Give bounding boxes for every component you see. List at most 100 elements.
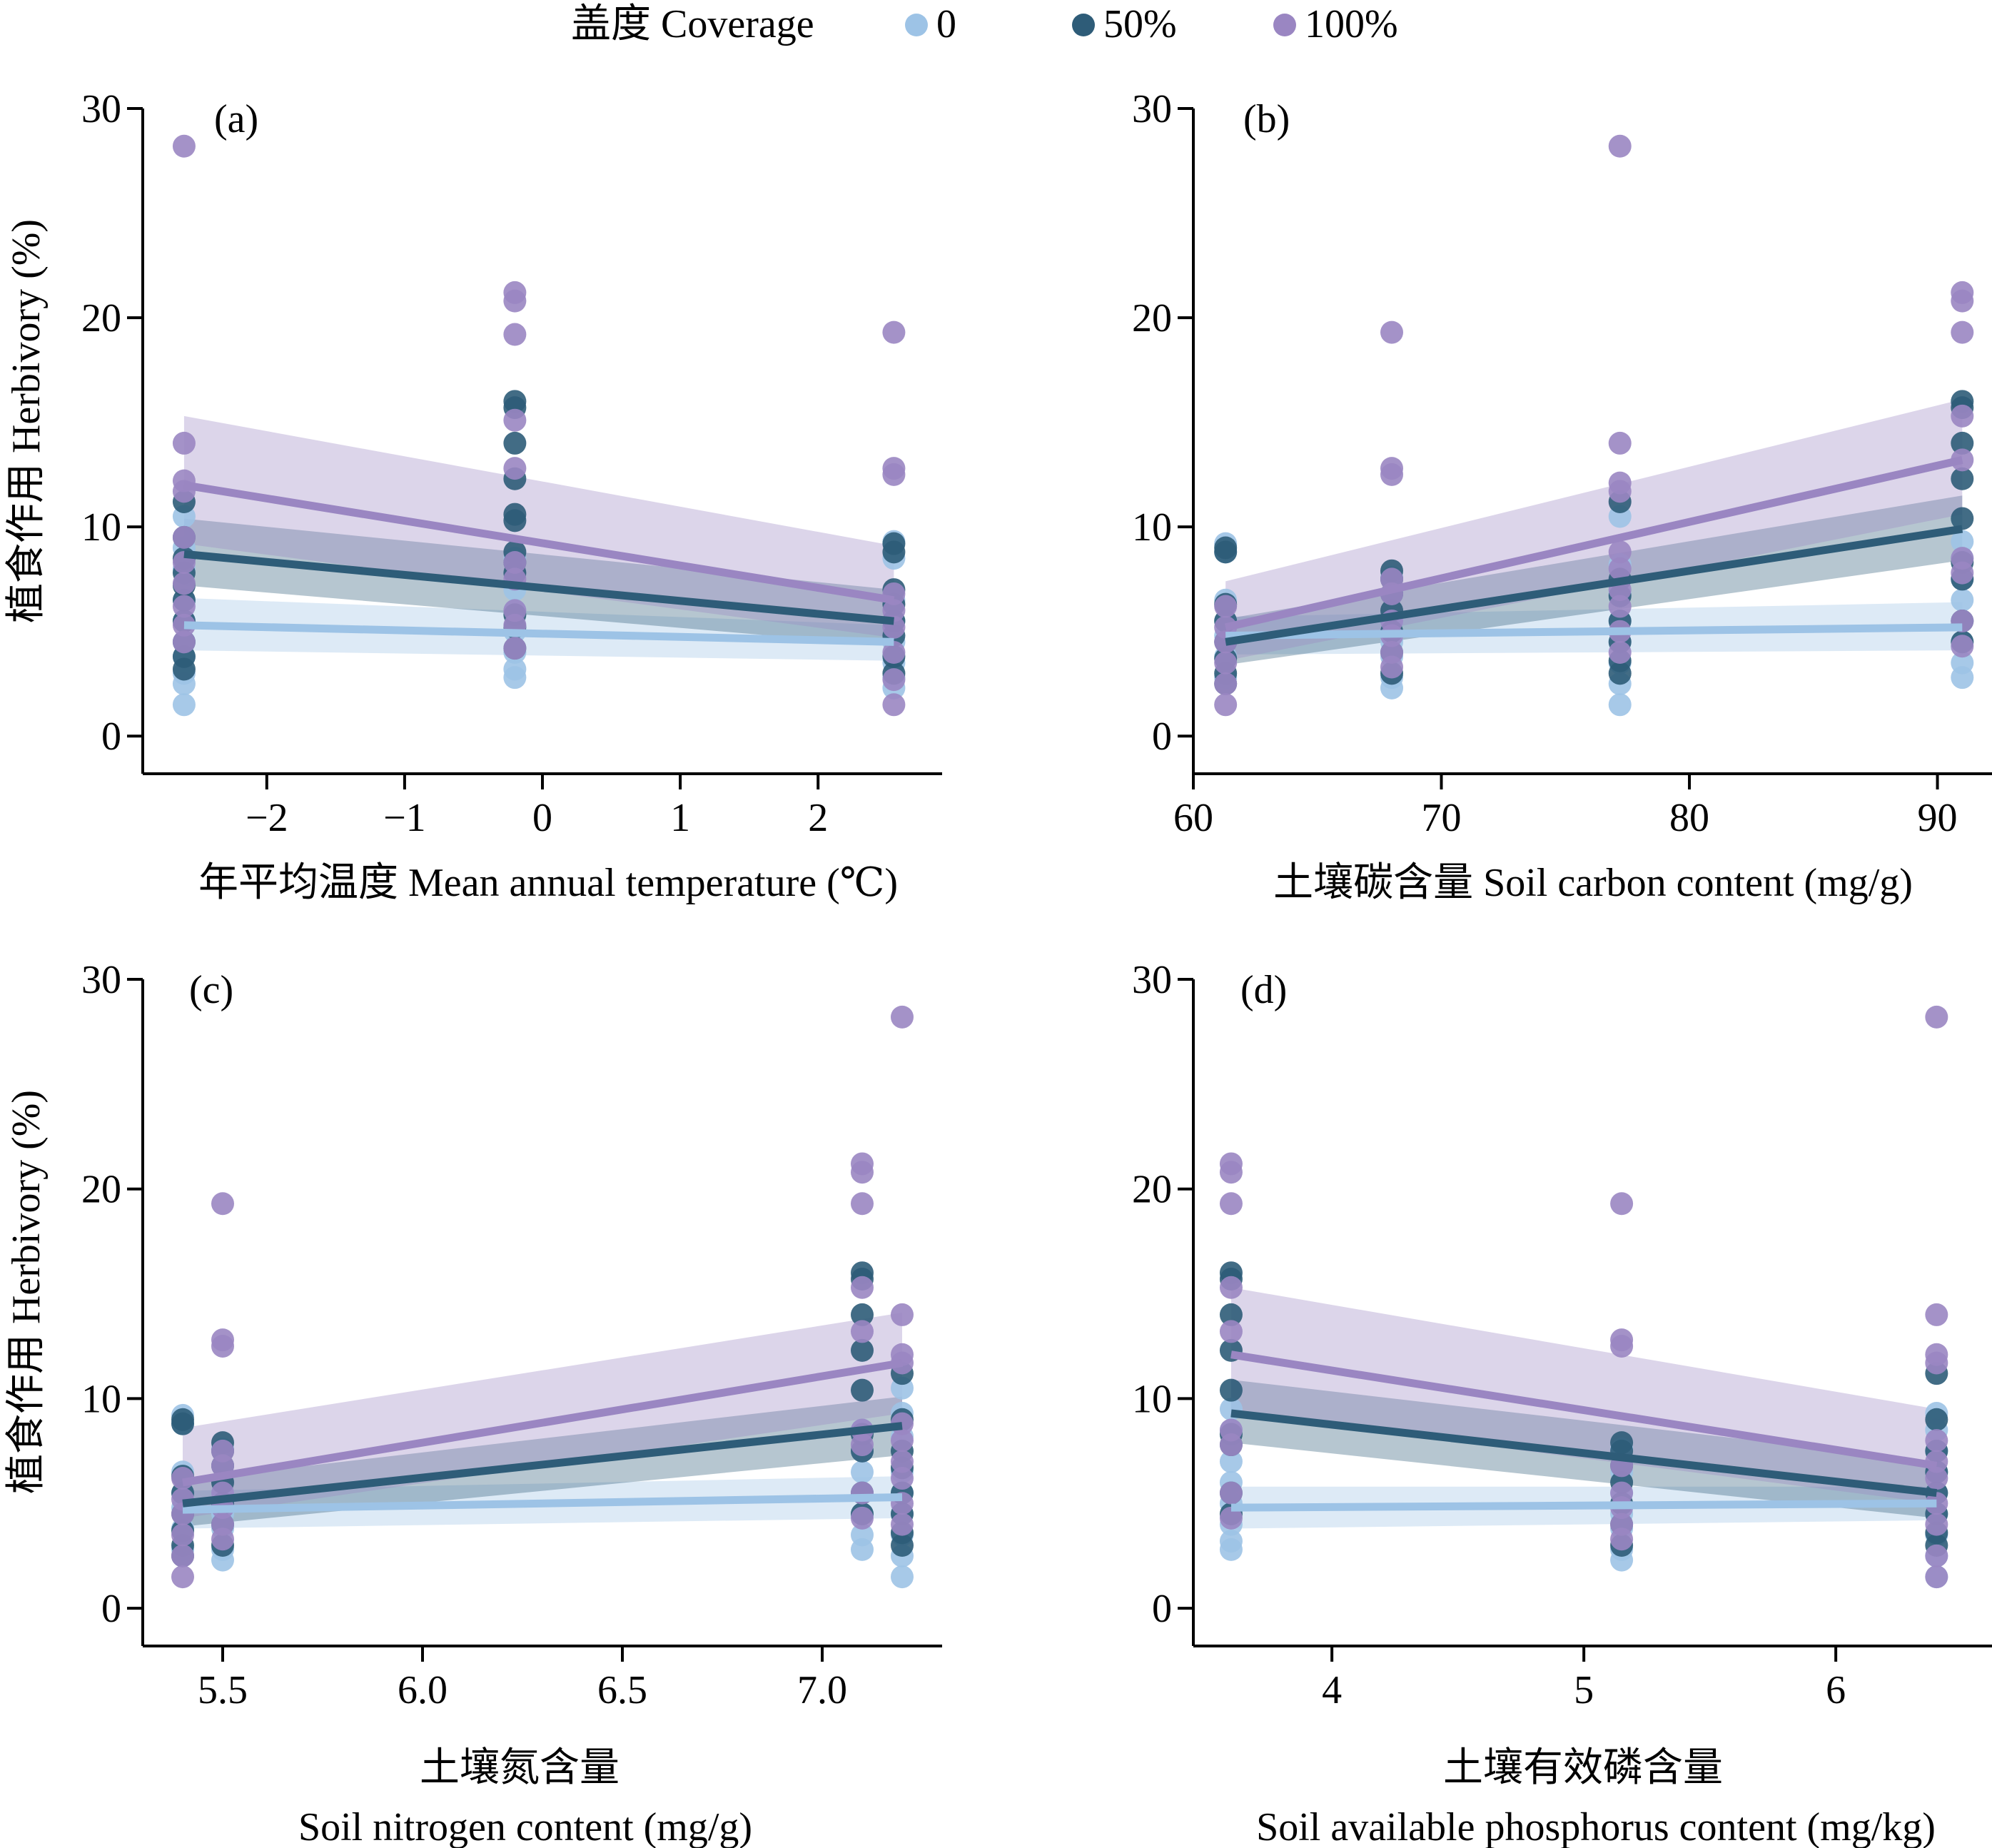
legend-title: 盖度 Coverage xyxy=(571,2,814,46)
data-point-100-d xyxy=(1925,1544,1948,1567)
data-point-0-b xyxy=(1951,651,1974,675)
x-tick-label-b: 70 xyxy=(1422,796,1462,840)
data-point-100-d xyxy=(1610,1328,1634,1352)
data-point-100-b xyxy=(1608,471,1632,495)
data-point-100-a xyxy=(882,693,906,717)
x-tick-label-a: 0 xyxy=(532,796,552,840)
data-point-100-d xyxy=(1610,1481,1634,1505)
data-point-100-d xyxy=(1219,1481,1243,1505)
x-tick-label-d: 6 xyxy=(1826,1668,1846,1712)
data-point-100-b xyxy=(1380,641,1404,665)
x-tick-label-d: 5 xyxy=(1574,1668,1594,1712)
data-point-100-c xyxy=(891,1513,914,1536)
legend-label-100: 100% xyxy=(1305,2,1398,46)
ci-band-100-d xyxy=(1230,1287,1937,1504)
data-point-50-a xyxy=(503,503,527,526)
data-point-0-d xyxy=(1219,1530,1243,1553)
x-tick-label-a: −1 xyxy=(383,796,426,840)
plot-area-a: 0 10 20 30 −2 −1 0 1 2 xyxy=(81,87,942,840)
data-point-0-c xyxy=(891,1565,914,1589)
fit-line-100-c xyxy=(182,1359,903,1487)
y-tick-label-c: 30 xyxy=(81,958,121,1002)
x-axis-label-c-en: Soil nitrogen content (mg/g) xyxy=(298,1805,752,1848)
x-axis-label-d-en: Soil available phosphorus content (mg/kg… xyxy=(1256,1805,1936,1848)
y-tick-label-a: 20 xyxy=(81,296,121,340)
data-point-100-d xyxy=(1219,1506,1243,1530)
data-point-100-b xyxy=(1608,540,1632,564)
data-point-100-b xyxy=(1608,641,1632,665)
data-point-0-a xyxy=(503,657,527,681)
panel-label-d: (d) xyxy=(1240,968,1287,1012)
data-point-100-a xyxy=(172,525,196,549)
data-point-0-d xyxy=(1219,1450,1243,1473)
fit-line-100-b xyxy=(1224,456,1963,632)
data-point-100-c xyxy=(891,1467,914,1490)
data-point-100-a xyxy=(503,323,527,346)
data-point-100-d xyxy=(1925,1565,1948,1589)
x-axis-label-b: 土壤碳含量 Soil carbon content (mg/g) xyxy=(1273,861,1913,905)
data-point-50-c xyxy=(851,1303,874,1326)
data-point-50-a xyxy=(503,431,527,455)
ci-band-50-d xyxy=(1230,1379,1937,1518)
data-point-100-a xyxy=(503,637,527,660)
data-point-100-b xyxy=(1214,693,1238,717)
fit-line-50-d xyxy=(1230,1409,1937,1498)
data-point-100-c xyxy=(211,1513,234,1536)
x-tick-label-c: 6.5 xyxy=(597,1668,647,1712)
y-axis-label-a: 植食作用 Herbivory (%) xyxy=(4,219,49,623)
plot-area-c: 0 10 20 30 5.5 6.0 6.5 7.0 xyxy=(81,958,942,1712)
data-point-0-c xyxy=(851,1523,874,1547)
y-tick-label-a: 30 xyxy=(81,87,121,131)
data-point-100-d xyxy=(1219,1418,1243,1442)
data-point-100-d xyxy=(1219,1320,1243,1343)
fit-line-100-d xyxy=(1230,1350,1938,1470)
data-point-100-b xyxy=(1951,635,1974,658)
data-point-100-c xyxy=(851,1276,874,1299)
data-point-100-a xyxy=(882,641,906,665)
data-point-100-c xyxy=(211,1192,234,1216)
y-tick-label-b: 20 xyxy=(1132,296,1172,340)
panel-label-c: (c) xyxy=(189,968,233,1012)
data-point-0-a xyxy=(172,693,196,717)
plot-area-d: 0 10 20 30 4 5 6 xyxy=(1132,958,1992,1712)
legend: 盖度 Coverage 0 50% 100% xyxy=(571,2,1398,46)
data-point-100-d xyxy=(1219,1276,1243,1299)
x-tick-label-c: 7.0 xyxy=(797,1668,847,1712)
fit-line-100-a xyxy=(183,481,895,605)
panel-label-b: (b) xyxy=(1243,97,1290,141)
data-point-100-b xyxy=(1214,672,1238,695)
data-point-100-b xyxy=(1608,431,1632,455)
data-point-100-a xyxy=(172,572,196,595)
data-point-100-a xyxy=(503,599,527,622)
data-point-50-c xyxy=(851,1338,874,1362)
data-point-100-c xyxy=(891,1303,914,1326)
data-point-100-b xyxy=(1214,651,1238,675)
data-point-100-c xyxy=(891,1450,914,1473)
y-tick-label-c: 20 xyxy=(81,1168,121,1212)
fit-line-50-b xyxy=(1225,525,1963,646)
data-point-100-c xyxy=(851,1152,874,1176)
data-point-100-d xyxy=(1925,1513,1948,1536)
data-point-100-d xyxy=(1219,1192,1243,1216)
ci-band-100-a xyxy=(183,415,894,638)
data-point-50-c xyxy=(171,1408,194,1431)
plot-area-b: 0 10 20 30 60 70 80 90 xyxy=(1132,87,1992,840)
fit-line-0-a xyxy=(183,621,894,646)
data-point-100-a xyxy=(882,599,906,622)
x-tick-label-a: −2 xyxy=(246,796,288,840)
y-tick-label-b: 10 xyxy=(1132,505,1172,550)
data-point-100-a xyxy=(503,408,527,432)
data-point-0-b xyxy=(1951,530,1974,553)
x-tick-label-c: 6.0 xyxy=(398,1668,448,1712)
x-axis-label-c: 土壤氮含量 xyxy=(420,1746,620,1790)
data-point-100-b xyxy=(1380,320,1404,344)
data-point-0-b xyxy=(1608,693,1632,717)
data-point-100-c xyxy=(851,1320,874,1343)
data-point-100-d xyxy=(1925,1343,1948,1366)
legend-marker-50 xyxy=(1072,14,1095,36)
data-point-50-b xyxy=(1214,536,1238,560)
data-point-50-a xyxy=(503,390,527,413)
data-point-0-c xyxy=(851,1460,874,1484)
data-point-50-d xyxy=(1219,1378,1243,1402)
